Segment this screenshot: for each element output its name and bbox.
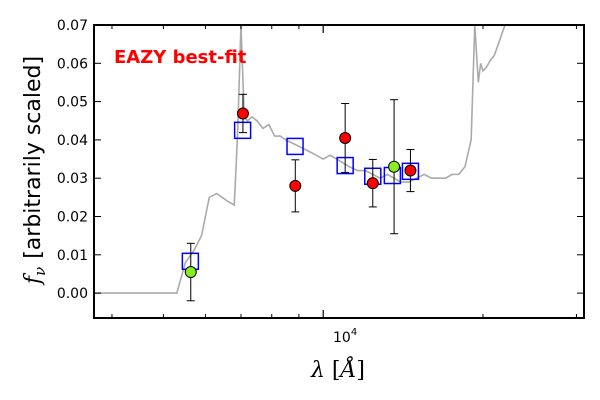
plot-clipped-group — [94, 25, 506, 302]
y-tick-label: 0.04 — [57, 133, 88, 149]
observed-flux-point-alt — [388, 160, 401, 173]
x-axis-label: λ [Å] — [310, 355, 365, 383]
y-tick-label: 0.03 — [57, 171, 88, 187]
y-tick-label: 0.05 — [57, 95, 88, 111]
y-tick-label: 0.02 — [57, 210, 88, 226]
y-tick-label: 0.06 — [57, 56, 88, 72]
model-flux-square — [286, 137, 304, 156]
observed-flux-point — [236, 107, 249, 120]
y-tick-label: 0.07 — [57, 18, 88, 34]
annotation-label: EAZY best-fit — [114, 47, 247, 68]
observed-flux-point — [366, 177, 379, 190]
y-tick-label: 0.00 — [57, 286, 88, 302]
x-tick-label: 104 — [333, 327, 357, 346]
y-tick-label: 0.01 — [57, 248, 88, 264]
svg-text:fν[arbitrarily scaled]: fν[arbitrarily scaled] — [21, 56, 49, 286]
axes — [93, 24, 585, 319]
plot-area — [94, 25, 506, 302]
plot-frame — [93, 24, 585, 319]
observed-flux-point — [289, 179, 302, 192]
observed-flux-point-alt — [184, 266, 197, 279]
y-axis-label: fν[arbitrarily scaled] — [21, 56, 49, 286]
observed-flux-point — [339, 131, 352, 144]
y-tick-labels: 0.00 0.01 0.02 0.03 0.04 0.05 0.06 0.07 — [57, 18, 88, 302]
template-spectrum-line — [94, 25, 506, 294]
observed-flux-point — [404, 164, 417, 177]
